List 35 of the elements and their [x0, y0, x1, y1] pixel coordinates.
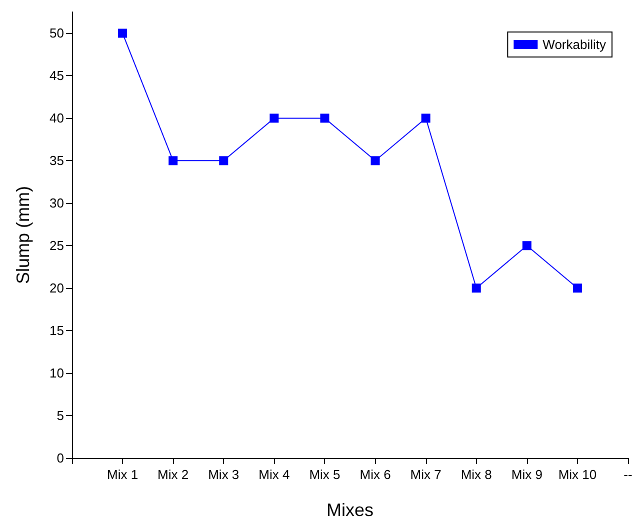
x-tick-label: Mix 8	[460, 467, 492, 482]
x-axis-title: Mixes	[326, 500, 374, 520]
y-tick-label: 25	[50, 238, 64, 254]
y-tick-label: 45	[50, 68, 64, 84]
x-tick-label: Mix 10	[558, 467, 597, 482]
point	[168, 156, 178, 166]
x-tick-label: Mix 9	[511, 467, 542, 482]
x-tick-label: Mix 6	[360, 467, 391, 482]
y-tick-label: 30	[50, 196, 64, 211]
x-tick-label: Mix 4	[258, 467, 290, 482]
point	[572, 284, 582, 293]
point	[118, 28, 128, 38]
y-tick-label: 40	[50, 110, 64, 126]
y-tick-label: 5	[56, 408, 64, 424]
y-tick-label: 20	[50, 280, 64, 296]
x-tick-label: Mix 1	[107, 467, 138, 482]
y-tick-label: 10	[50, 366, 64, 381]
x-tick-label: Mix 3	[208, 467, 240, 482]
point	[522, 241, 532, 250]
y-axis-title: Slump (mm)	[13, 186, 33, 284]
y-tick-label: 50	[50, 26, 64, 41]
x-tick-label: Mix 2	[158, 467, 189, 482]
point	[320, 114, 330, 123]
y-tick-label: 15	[50, 323, 64, 338]
point	[472, 284, 481, 293]
point	[370, 156, 380, 166]
x-tick-label: Mix 7	[410, 467, 442, 482]
point	[421, 114, 430, 123]
point	[270, 114, 279, 123]
legend-label: Workability	[542, 37, 606, 52]
y-tick-label: 0	[56, 450, 64, 466]
x-tick-label: Mix 5	[309, 467, 340, 482]
point	[219, 156, 228, 166]
y-tick-label: 35	[50, 153, 64, 168]
x-tick-label: --	[624, 467, 632, 482]
